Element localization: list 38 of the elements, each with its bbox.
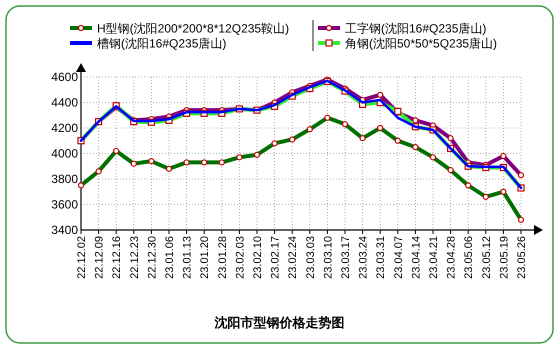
legend-label: 槽钢(沈阳16#Q235唐山): [97, 36, 226, 50]
y-tick-label: 3800: [51, 172, 78, 186]
x-tick-label: 22.12.16: [111, 236, 124, 279]
legend-label: 工字钢(沈阳16#Q235唐山): [345, 22, 486, 36]
y-tick-label: 4200: [51, 121, 78, 135]
x-tick-label: 23.04.21: [428, 236, 440, 279]
y-tick-label: 4600: [51, 70, 78, 84]
x-tick-label: 22.12.02: [76, 236, 88, 279]
legend-label: H型钢(沈阳200*200*8*12Q235鞍山): [97, 22, 290, 36]
x-tick-label: 23.01.06: [164, 236, 176, 279]
x-tick-label: 23.02.17: [270, 236, 282, 279]
x-tick-label: 23.02.10: [252, 236, 264, 279]
x-tick-label: 23.03.31: [375, 236, 388, 279]
x-tick-label: 23.03.10: [322, 236, 334, 279]
x-tick-label: 23.04.07: [392, 236, 405, 279]
text: 沈阳市型钢价格走势图: [214, 315, 344, 331]
x-tick-label: 23.02.24: [287, 236, 300, 279]
y-tick-label: 4400: [51, 96, 78, 110]
x-tick-label: 23.01.13: [182, 236, 194, 279]
x-tick-label: 23.05.19: [498, 236, 510, 279]
y-tick-label: 3400: [51, 223, 78, 237]
y-tick-label: 3600: [51, 198, 78, 212]
x-tick-label: 22.12.30: [146, 236, 158, 279]
x-tick-label: 22.12.09: [94, 236, 106, 279]
legend-label: 角钢(沈阳50*50*5Q235唐山): [345, 36, 498, 50]
x-tick-label: 23.03.24: [358, 236, 370, 279]
x-tick-label: 23.01.28: [216, 236, 229, 279]
x-tick-label: 23.03.03: [304, 236, 317, 279]
x-tick-label: 23.05.12: [480, 236, 493, 279]
x-tick-label: 23.01.20: [199, 236, 212, 279]
x-tick-label: 23.05.26: [516, 236, 528, 279]
x-tick-label: 22.12.23: [128, 236, 141, 279]
x-tick-label: 23.03.17: [340, 236, 352, 279]
x-tick-label: 23.02.03: [234, 236, 246, 279]
x-tick-label: 23.04.14: [410, 236, 422, 279]
y-tick-label: 4000: [51, 146, 78, 160]
x-tick-label: 23.04.28: [446, 236, 458, 279]
x-tick-label: 23.05.06: [463, 236, 476, 279]
